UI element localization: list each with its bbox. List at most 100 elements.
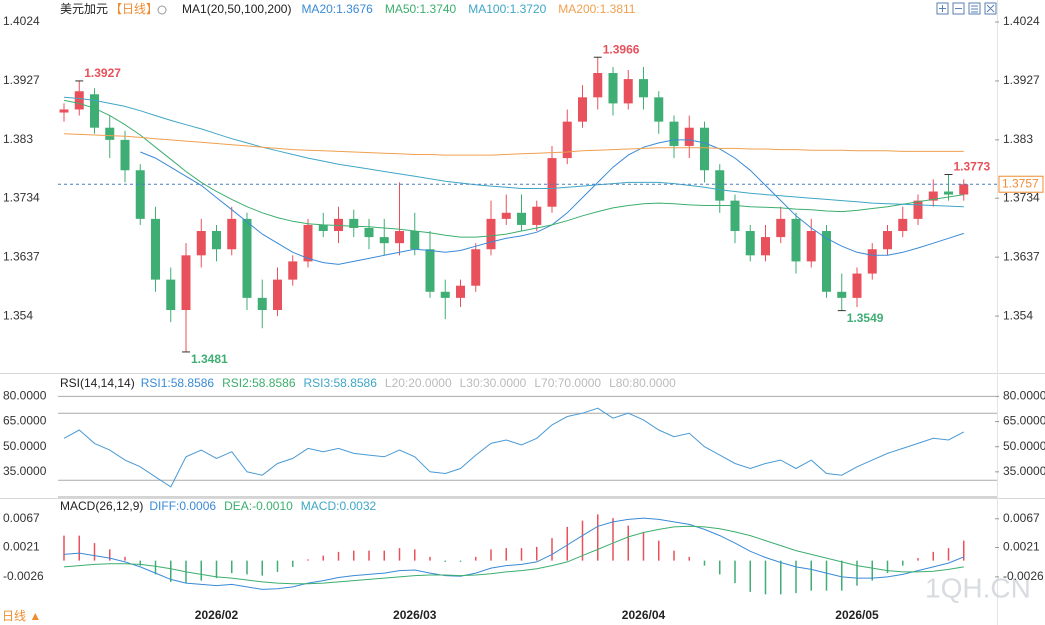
- ma-line: [63, 133, 964, 156]
- legend-entry: L70:70.0000: [534, 376, 601, 390]
- ma-line: [63, 99, 964, 238]
- diff-line: [63, 517, 964, 590]
- y-tick-label: 0.0021: [3, 540, 40, 554]
- candle-body: [410, 231, 420, 250]
- candle-body: [90, 94, 99, 128]
- low-label: 1.3481: [191, 352, 228, 366]
- candle-body: [883, 231, 892, 250]
- candle-body: [684, 127, 694, 146]
- legend-entry: DEA:-0.0010: [224, 499, 293, 513]
- candle-body: [532, 206, 542, 225]
- y-tick-label: -0.0026: [3, 569, 44, 583]
- candle-body: [318, 224, 328, 232]
- candle-body: [349, 218, 359, 228]
- candle-body: [913, 200, 923, 219]
- candle-body: [959, 184, 969, 195]
- legend-entry: RSI2:58.8586: [222, 376, 296, 390]
- candle-body: [273, 279, 282, 311]
- candle-body: [120, 139, 130, 171]
- candle-body: [623, 79, 633, 104]
- high-label: 1.3927: [84, 66, 121, 80]
- candle-body: [578, 97, 587, 122]
- legend-entry: DIFF:0.0006: [149, 499, 216, 513]
- candle-body: [715, 170, 725, 201]
- candle-body: [867, 249, 877, 274]
- toolbar-glyphs: [939, 4, 995, 13]
- candle-body: [74, 91, 84, 110]
- candle-body: [822, 231, 831, 292]
- candle-body: [776, 218, 786, 238]
- y-tick-label: 1.354: [3, 308, 33, 322]
- legend-entry: MACD:0.0032: [301, 499, 377, 513]
- indicator-label: MA1(20,50,100,200): [182, 2, 291, 16]
- candle-body: [105, 127, 115, 140]
- candle-body: [852, 273, 862, 298]
- y-tick-label: 1.3637: [3, 249, 40, 263]
- zoom-icon[interactable]: [936, 2, 949, 15]
- y-tick-label: 65.0000: [3, 414, 47, 428]
- candle-body: [944, 191, 953, 195]
- y-tick-label-right: 50.0000: [1003, 439, 1045, 453]
- y-tick-label-right: 65.0000: [1003, 414, 1045, 428]
- legend-entry: MA50:1.3740: [385, 2, 457, 16]
- candle-body: [181, 255, 191, 311]
- candle-body: [242, 218, 252, 298]
- high-label: 1.3773: [954, 160, 991, 174]
- toolbar: [936, 2, 997, 15]
- x-tick-label: 2026/04: [622, 608, 666, 622]
- x-tick-label: 2026/03: [393, 608, 437, 622]
- y-tick-label-right: -0.0026: [1003, 569, 1044, 583]
- y-tick-label-right: 1.3637: [1003, 249, 1040, 263]
- candle-body: [898, 218, 908, 232]
- candle-body: [334, 218, 343, 232]
- y-tick-label-right: 1.4024: [1003, 14, 1040, 28]
- shrink-icon[interactable]: [952, 2, 965, 15]
- last-price-label: 1.3757: [1002, 176, 1039, 190]
- legend-entry: RSI3:58.8586: [304, 376, 378, 390]
- candle-body: [471, 249, 481, 286]
- candle-body: [456, 285, 465, 298]
- y-tick-label-right: 1.354: [1003, 308, 1033, 322]
- rsi-line: [63, 407, 965, 488]
- candle-body: [593, 73, 603, 98]
- high-label: 1.3966: [603, 42, 640, 56]
- candle-body: [379, 237, 389, 244]
- y-tick-label-right: 35.0000: [1003, 464, 1045, 478]
- footer-label[interactable]: 日线 ▲: [2, 609, 41, 623]
- legend-entry: MA20:1.3676: [301, 2, 373, 16]
- candle-body: [135, 170, 145, 219]
- y-tick-label: 50.0000: [3, 439, 47, 453]
- candle-body: [288, 261, 298, 280]
- candle-body: [654, 97, 664, 122]
- candle-body: [669, 121, 679, 146]
- y-tick-label-right: 1.3734: [1003, 190, 1040, 204]
- candle-body: [562, 121, 572, 159]
- panel-title: MACD(26,12,9): [60, 499, 143, 513]
- candle-body: [257, 297, 267, 311]
- candle-body: [196, 231, 206, 256]
- settings-icon[interactable]: [968, 2, 981, 15]
- candle-body: [501, 212, 511, 219]
- dea-line: [63, 525, 964, 585]
- candle-body: [364, 227, 374, 238]
- candle-body: [928, 191, 938, 201]
- close-icon[interactable]: [984, 2, 997, 15]
- candle-body: [517, 212, 526, 225]
- y-tick-label-right: 1.3927: [1003, 73, 1040, 87]
- y-tick-label: 1.383: [3, 132, 33, 146]
- y-tick-label-right: 0.0067: [1003, 511, 1040, 525]
- y-tick-label-right: 0.0021: [1003, 540, 1040, 554]
- candle-body: [425, 249, 435, 292]
- period-label: 【日线】: [110, 2, 158, 16]
- candle-body: [212, 231, 221, 250]
- legend-entry: MA200:1.3811: [558, 2, 635, 16]
- candle-body: [745, 231, 755, 256]
- y-tick-label: 80.0000: [3, 389, 47, 403]
- candle-body: [761, 237, 770, 256]
- y-tick-label: 35.0000: [3, 464, 47, 478]
- candle-body: [730, 200, 740, 232]
- y-tick-label: 0.0067: [3, 511, 40, 525]
- y-tick-label: 1.3927: [3, 73, 40, 87]
